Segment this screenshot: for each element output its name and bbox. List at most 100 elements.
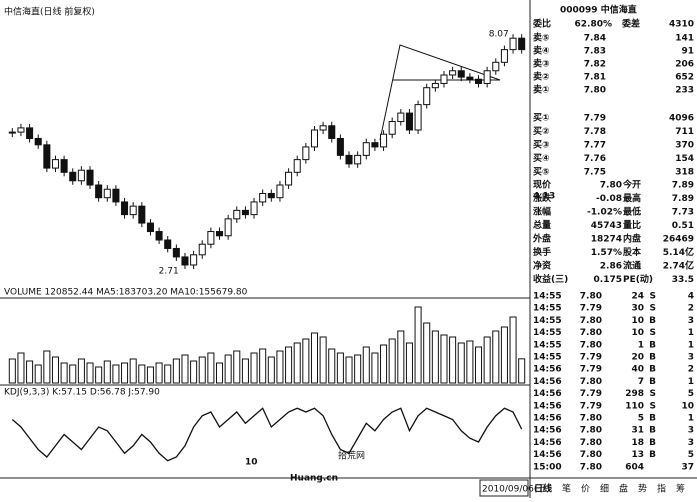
trade: 14:56 <box>533 426 562 436</box>
trade: 7.80 <box>580 377 602 387</box>
candle <box>431 82 439 89</box>
trade: B <box>649 377 656 387</box>
volume-bar <box>233 350 241 384</box>
stat: 净资 <box>533 260 551 272</box>
trade: 14:55 <box>533 292 562 302</box>
bid: 7.75 <box>584 168 606 178</box>
volume-bar <box>8 358 16 384</box>
volume-bar <box>457 342 465 384</box>
bid: 4096 <box>669 114 694 124</box>
candle <box>362 142 370 156</box>
tab[interactable]: 日线 <box>534 483 552 495</box>
candle <box>474 78 483 84</box>
trade: 30 <box>631 304 644 314</box>
tab[interactable]: 指 <box>657 483 666 495</box>
candle <box>518 37 526 51</box>
volume-bar <box>112 364 120 384</box>
candle <box>509 37 517 51</box>
volume-bar <box>509 316 517 384</box>
trade: 7.79 <box>580 304 602 314</box>
candle <box>319 125 327 131</box>
volume-bar <box>86 362 94 384</box>
volume-bar <box>259 348 267 384</box>
bid: 买② <box>533 126 550 137</box>
candle <box>215 231 224 237</box>
trade: 1 <box>688 340 694 350</box>
summary: 4310 <box>669 20 694 30</box>
trade: 5 <box>638 414 644 424</box>
trade: 10 <box>681 401 694 411</box>
trade: 1 <box>688 377 694 387</box>
tab[interactable]: 细 <box>600 483 609 495</box>
trade: 14:56 <box>533 438 562 448</box>
trade: 604 <box>625 462 644 472</box>
volume-bar <box>518 358 526 384</box>
volume-bar <box>181 354 189 384</box>
candle <box>440 74 448 84</box>
candle <box>414 104 422 131</box>
trade: 14:56 <box>533 389 562 399</box>
tab[interactable]: 盘 <box>619 483 628 495</box>
candle <box>190 254 198 266</box>
trade: 13 <box>631 450 644 460</box>
trade: 7.80 <box>580 426 602 436</box>
candle <box>86 169 94 186</box>
trade: B <box>649 316 656 326</box>
ask: 206 <box>675 60 694 70</box>
volume-bar <box>121 362 129 384</box>
stat: -0.08 <box>596 194 622 204</box>
candle <box>60 159 68 173</box>
tab[interactable]: 价 <box>581 484 590 495</box>
ask: 7.84 <box>584 34 606 44</box>
volume-bar <box>43 350 51 384</box>
trade: 7.80 <box>580 292 602 302</box>
stat: PE(动) <box>623 274 653 285</box>
ask: 卖① <box>533 84 550 96</box>
tab[interactable]: 势 <box>638 483 647 495</box>
summary: 委差 <box>621 18 640 30</box>
trade: 7.79 <box>580 401 602 411</box>
candle <box>224 218 232 237</box>
stat: 1.57% <box>591 248 622 258</box>
candle <box>293 159 301 173</box>
candle <box>207 231 215 245</box>
stat: 45743 <box>591 221 622 231</box>
trade: 3 <box>688 426 694 436</box>
volume-bar <box>380 344 388 384</box>
trade: 2 <box>688 365 694 375</box>
volume-bar <box>26 360 34 384</box>
volume-bar <box>328 348 336 384</box>
candle <box>172 247 180 258</box>
stat: 涨幅 <box>533 206 551 218</box>
trade: 7.79 <box>580 365 602 375</box>
volume-bar <box>17 352 25 384</box>
ask: 7.80 <box>584 86 606 96</box>
candle <box>233 209 241 220</box>
bid: 7.78 <box>584 127 606 137</box>
volume-bar <box>440 334 448 384</box>
volume-bar <box>190 360 198 384</box>
bid: 318 <box>675 168 694 178</box>
stat: 7.73 <box>672 208 694 218</box>
volume-bar <box>34 364 42 384</box>
volume-bar <box>293 342 301 384</box>
trade: B <box>649 340 656 350</box>
trade: 110 <box>625 401 644 411</box>
stat: 最低 <box>623 206 641 218</box>
ask: 7.81 <box>584 73 606 83</box>
volume-bar <box>129 358 137 384</box>
volume-bar <box>431 330 439 384</box>
volume-bar <box>423 322 431 384</box>
bid: 7.77 <box>584 141 606 151</box>
stat: 内盘 <box>623 233 641 245</box>
tab[interactable]: 笔 <box>562 483 571 495</box>
volume-bar <box>371 352 379 384</box>
trade: B <box>649 414 656 424</box>
high-label: 8.07 <box>489 30 509 40</box>
trade: 14:56 <box>533 377 562 387</box>
stat: 换手 <box>533 246 551 258</box>
logo: 10 <box>245 458 258 468</box>
tab[interactable]: 筹 <box>676 483 685 495</box>
trade: 10 <box>631 316 644 326</box>
volume-bar <box>285 346 293 384</box>
